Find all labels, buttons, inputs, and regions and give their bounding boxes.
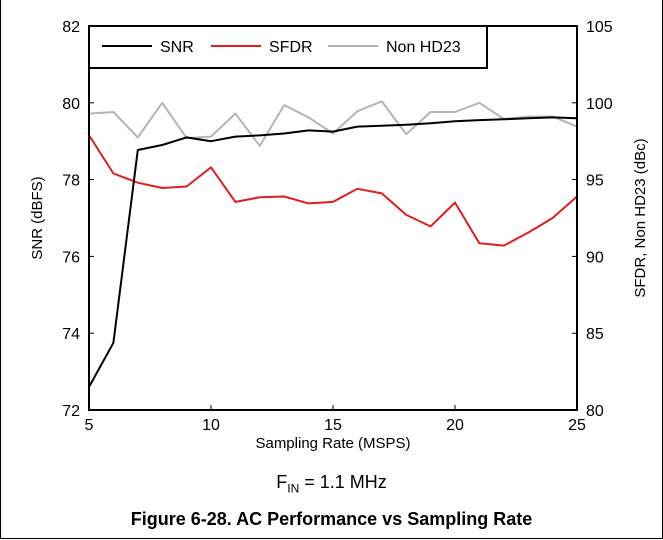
condition-subscript: IN (287, 481, 300, 496)
y-right-tick-label: 95 (586, 173, 604, 190)
legend-label: Non HD23 (386, 39, 461, 56)
condition-text: = 1.1 MHz (299, 472, 387, 492)
y-left-tick-label: 76 (62, 249, 80, 266)
x-tick-label: 20 (446, 417, 464, 434)
legend-label: SFDR (269, 39, 313, 56)
y-left-tick-label: 72 (62, 403, 80, 420)
series-line-snr (88, 116, 578, 388)
series-line-sfdr (88, 134, 578, 247)
y-axis-left-label: SNR (dBFS) (29, 176, 46, 259)
condition-prefix: F (276, 472, 288, 492)
series-line-non-hd23 (88, 100, 578, 147)
test-condition: FIN = 1.1 MHz (0, 472, 663, 496)
x-axis-label: Sampling Rate (MSPS) (255, 435, 410, 452)
y-axis-right-label: SFDR, Non HD23 (dBc) (632, 138, 649, 297)
legend-box (88, 25, 488, 69)
plot-area (89, 26, 577, 410)
legend-label: SNR (160, 39, 194, 56)
x-tick-label: 10 (202, 417, 220, 434)
x-tick-label: 5 (85, 417, 94, 434)
y-right-tick-label: 105 (586, 19, 613, 36)
y-left-tick-label: 82 (62, 19, 80, 36)
y-right-tick-label: 100 (586, 96, 613, 113)
y-right-tick-label: 80 (586, 403, 604, 420)
y-left-tick-label: 74 (62, 326, 80, 343)
axis-ticks: 5 10 15 20 25 72 74 76 78 80 82 80 85 90 95 100 105 (62, 19, 613, 434)
y-left-tick-label: 78 (62, 173, 80, 190)
x-tick-label: 25 (568, 417, 586, 434)
y-left-tick-label: 80 (62, 96, 80, 113)
legend: SNR SFDR Non HD23 (88, 25, 488, 69)
figure-caption: Figure 6-28. AC Performance vs Sampling … (130, 509, 533, 529)
series-lines (88, 100, 578, 388)
y-right-tick-label: 90 (586, 249, 604, 266)
x-tick-label: 15 (324, 417, 342, 434)
y-right-tick-label: 85 (586, 326, 604, 343)
